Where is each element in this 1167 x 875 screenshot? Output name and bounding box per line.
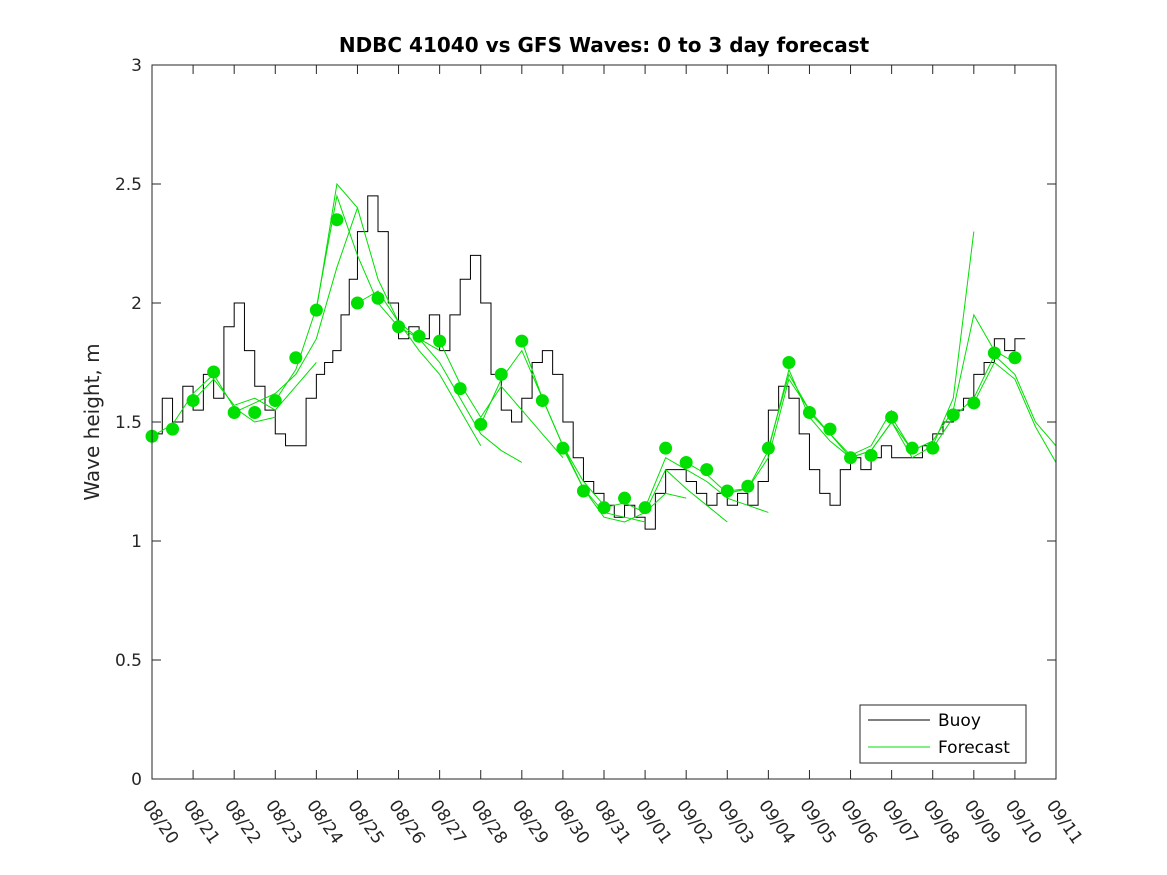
forecast-marker [289, 351, 303, 365]
plot-frame [151, 64, 1057, 780]
forecast-run-line [192, 362, 317, 411]
forecast-marker [597, 501, 611, 515]
forecast-marker [412, 329, 426, 343]
forecast-marker [474, 417, 488, 431]
forecast-marker [186, 394, 200, 408]
forecast-run-line [644, 456, 769, 513]
forecast-marker [864, 448, 878, 462]
forecast-marker [638, 501, 652, 515]
y-tick-label: 1 [131, 532, 142, 552]
y-axis-label: Wave height, m [80, 343, 104, 500]
y-tick-label: 2 [131, 294, 142, 314]
forecast-marker [720, 484, 734, 498]
buoy-line [152, 195, 1026, 530]
forecast-marker [453, 382, 467, 396]
forecast-marker [494, 367, 508, 381]
forecast-marker [885, 410, 899, 424]
plot-area [152, 65, 1056, 779]
forecast-marker [946, 408, 960, 422]
forecast-run-line [973, 361, 1057, 463]
forecast-marker [802, 405, 816, 419]
forecast-markers [145, 213, 1022, 515]
y-tick-label: 1.5 [115, 413, 142, 433]
forecast-marker [268, 394, 282, 408]
legend-forecast-label: Forecast [938, 738, 1010, 758]
forecast-marker [433, 334, 447, 348]
forecast-marker [679, 455, 693, 469]
forecast-marker [515, 334, 529, 348]
forecast-marker [926, 441, 940, 455]
forecast-marker [330, 213, 344, 227]
forecast-marker [371, 291, 385, 305]
forecast-marker [782, 356, 796, 369]
legend: Buoy Forecast [859, 704, 1027, 764]
y-tick-label: 0.5 [115, 651, 142, 671]
forecast-marker [823, 422, 837, 436]
forecast-marker [905, 441, 919, 455]
forecast-marker [207, 365, 221, 379]
plot-background [152, 65, 1056, 779]
forecast-marker [761, 441, 775, 455]
y-tick-label: 0 [131, 770, 142, 790]
forecast-marker [844, 451, 858, 465]
forecast-marker [227, 405, 241, 419]
forecast-run-line [233, 207, 358, 413]
legend-box [859, 704, 1027, 764]
forecast-marker [967, 396, 981, 410]
forecast-marker [350, 296, 364, 310]
legend-buoy-label: Buoy [938, 711, 981, 731]
forecast-marker [556, 441, 570, 455]
forecast-marker [741, 479, 755, 493]
forecast-marker [535, 394, 549, 408]
forecast-marker [392, 320, 406, 334]
forecast-run-line [357, 290, 482, 447]
forecast-marker [1008, 351, 1022, 365]
chart-title: NDBC 41040 vs GFS Waves: 0 to 3 day fore… [339, 33, 870, 57]
forecast-marker [987, 346, 1001, 360]
forecast-marker [309, 303, 323, 317]
buoy-series [152, 195, 1026, 530]
y-tick-label: 3 [131, 56, 142, 76]
forecast-marker [166, 422, 180, 436]
forecast-marker [700, 463, 714, 477]
forecast-marker [248, 405, 262, 419]
forecast-marker [618, 491, 632, 505]
y-tick-label: 2.5 [115, 175, 142, 195]
forecast-marker [659, 441, 673, 455]
forecast-marker [576, 484, 590, 498]
